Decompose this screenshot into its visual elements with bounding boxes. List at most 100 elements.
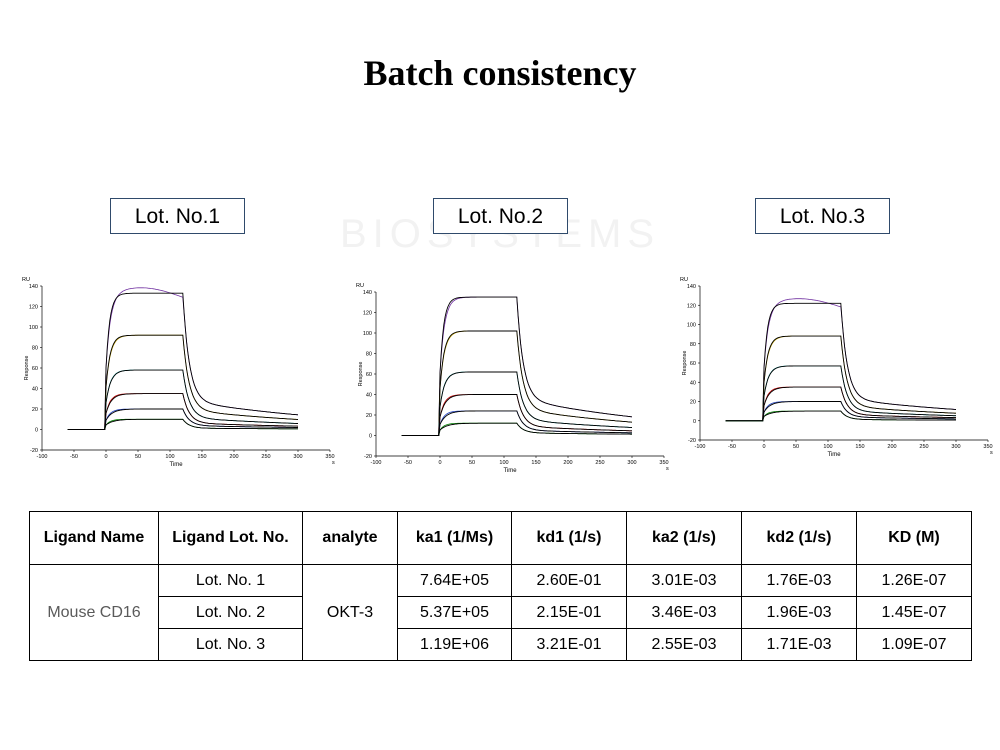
kinetics-table: Ligand Name Ligand Lot. No. analyte ka1 … — [29, 511, 972, 661]
sensorgram-chart-1: RU -20 0 20 40 60 80 100 120 140 -100 -50 0 50 100 150 2… — [18, 272, 338, 472]
response-curve-3 — [725, 365, 956, 422]
kd2-cell: 1.71E-03 — [741, 628, 857, 661]
x-tick-label: -50 — [404, 460, 412, 466]
sensorgram-chart-2: RU -20 0 20 40 60 80 100 120 140 -100 -50 0 50 100 150 2… — [352, 278, 672, 478]
y-tick-label: -20 — [688, 438, 696, 444]
x-tick-label: 200 — [229, 454, 238, 460]
x-tick-label: 100 — [165, 454, 174, 460]
x-tick-label: 250 — [261, 454, 270, 460]
ka1-cell: 1.19E+06 — [397, 628, 512, 661]
kd1-cell: 2.15E-01 — [511, 596, 627, 629]
sensorgram-chart-3: RU -20 0 20 40 60 80 100 120 140 -100 -50 0 50 100 150 2… — [676, 272, 996, 462]
ka2-cell: 3.46E-03 — [626, 596, 742, 629]
y-axis-label: Response — [682, 351, 688, 376]
y-tick-label: 80 — [690, 342, 696, 348]
y-tick-label: 60 — [366, 372, 372, 378]
lot-label-1: Lot. No.1 — [110, 198, 245, 234]
x-tick-label: 0 — [104, 454, 107, 460]
y-tick-label: 120 — [363, 311, 372, 317]
y-tick-label: 20 — [690, 400, 696, 406]
x-tick-label: 300 — [293, 454, 302, 460]
x-tick-label: 50 — [469, 460, 475, 466]
x-tick-label: 250 — [919, 444, 928, 450]
y-tick-label: 120 — [687, 303, 696, 309]
y-tick-label: 140 — [363, 290, 372, 296]
fit-curve-3 — [67, 369, 298, 430]
response-curve-3 — [401, 371, 633, 436]
table-header-row: Ligand Name Ligand Lot. No. analyte ka1 … — [29, 511, 972, 565]
x-axis-label: Time — [827, 452, 841, 458]
response-curve-5 — [401, 410, 632, 436]
KD-cell: 1.26E-07 — [856, 564, 972, 597]
x-tick-label: 50 — [135, 454, 141, 460]
fit-curve-2 — [401, 330, 633, 436]
x-unit-label: s — [332, 460, 335, 466]
KD-cell: 1.45E-07 — [856, 596, 972, 629]
response-curve-2 — [401, 330, 633, 436]
response-curve-1 — [725, 302, 957, 422]
table-row: Mouse CD16 Lot. No. 1 OKT-3 7.64E+05 2.6… — [29, 564, 972, 661]
table-row: Lot. No. 2 5.37E+05 2.15E-01 3.46E-03 1.… — [30, 596, 972, 629]
x-unit-label: s — [990, 450, 993, 456]
y-tick-label: 80 — [32, 346, 38, 352]
x-tick-label: -100 — [694, 444, 705, 450]
lot-cell: Lot. No. 1 — [158, 564, 303, 597]
y-tick-label: 80 — [366, 352, 372, 358]
ka2-cell: 2.55E-03 — [626, 628, 742, 661]
y-tick-label: 100 — [29, 325, 38, 331]
header-kd1: kd1 (1/s) — [511, 511, 627, 565]
kd1-cell: 3.21E-01 — [511, 628, 627, 661]
x-tick-label: 300 — [951, 444, 960, 450]
x-tick-label: 350 — [983, 444, 992, 450]
response-curve-3 — [67, 369, 298, 430]
response-curve-1 — [401, 296, 633, 436]
table-row: Lot. No. 3 1.19E+06 3.21E-01 2.55E-03 1.… — [30, 628, 972, 661]
kd2-cell: 1.76E-03 — [741, 564, 857, 597]
header-ligand-name: Ligand Name — [29, 511, 159, 565]
fit-curve-4 — [725, 386, 956, 422]
x-tick-label: 50 — [793, 444, 799, 450]
y-tick-label: -20 — [364, 454, 372, 460]
x-axis-label: Time — [169, 462, 183, 468]
x-tick-label: 200 — [887, 444, 896, 450]
x-unit-label: s — [666, 466, 669, 472]
lot-cell: Lot. No. 3 — [158, 628, 303, 661]
fit-curve-1 — [67, 287, 299, 430]
header-kd2: kd2 (1/s) — [741, 511, 857, 565]
lot-cell: Lot. No. 2 — [158, 596, 303, 629]
y-tick-label: -20 — [30, 448, 38, 454]
y-tick-label: 20 — [366, 413, 372, 419]
KD-cell: 1.09E-07 — [856, 628, 972, 661]
y-tick-label: 120 — [29, 305, 38, 311]
y-tick-label: 20 — [32, 407, 38, 413]
x-tick-label: 150 — [197, 454, 206, 460]
y-tick-label: 140 — [29, 284, 38, 290]
y-tick-label: 0 — [35, 428, 38, 434]
x-tick-label: -100 — [36, 454, 47, 460]
fit-curve-3 — [725, 365, 956, 422]
y-tick-label: 40 — [690, 380, 696, 386]
x-tick-label: 0 — [762, 444, 765, 450]
response-curve-4 — [725, 386, 956, 422]
x-tick-label: 100 — [499, 460, 508, 466]
x-tick-label: 350 — [659, 460, 668, 466]
x-tick-label: 150 — [531, 460, 540, 466]
y-tick-label: 0 — [693, 419, 696, 425]
fit-curve-2 — [67, 334, 299, 430]
y-tick-label: 40 — [366, 393, 372, 399]
header-ligand-lot: Ligand Lot. No. — [158, 511, 303, 565]
y-tick-label: 60 — [690, 361, 696, 367]
kd2-cell: 1.96E-03 — [741, 596, 857, 629]
y-tick-label: 60 — [32, 366, 38, 372]
y-tick-label: 40 — [32, 387, 38, 393]
analyte-cell: OKT-3 — [302, 564, 398, 661]
y-unit-label: RU — [356, 283, 364, 289]
ka1-cell: 7.64E+05 — [397, 564, 512, 597]
x-axis-label: Time — [503, 468, 517, 474]
response-curve-2 — [725, 335, 956, 422]
y-tick-label: 0 — [369, 434, 372, 440]
x-tick-label: -50 — [70, 454, 78, 460]
x-tick-label: 300 — [627, 460, 636, 466]
response-curve-4 — [401, 394, 632, 436]
header-ka2: ka2 (1/s) — [626, 511, 742, 565]
